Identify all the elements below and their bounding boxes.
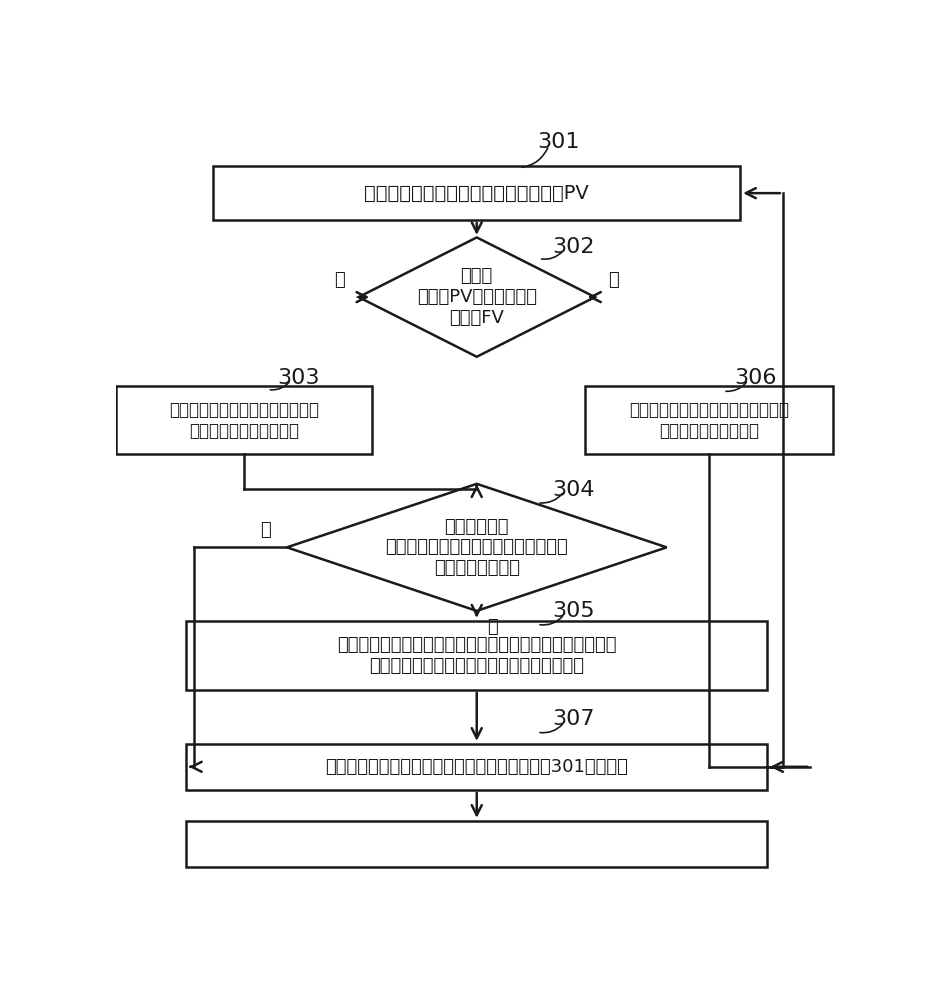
Text: 304: 304 bbox=[552, 480, 595, 500]
Bar bbox=[186, 620, 767, 690]
Text: 否: 否 bbox=[609, 271, 619, 289]
Text: 302: 302 bbox=[552, 237, 595, 257]
Text: 305: 305 bbox=[552, 601, 595, 621]
Text: 是: 是 bbox=[334, 271, 345, 289]
Text: 监测至少一个电平切换单元中的第
一悬浮电容的实际电压值: 监测至少一个电平切换单元中的第 一悬浮电容的实际电压值 bbox=[169, 401, 319, 440]
Text: 第一悬浮电容
的实际电压值是否达到预设稳定电压值
与偏置电压值之和: 第一悬浮电容 的实际电压值是否达到预设稳定电压值 与偏置电压值之和 bbox=[385, 518, 568, 577]
Text: 301: 301 bbox=[537, 132, 579, 152]
Bar bbox=[116, 386, 372, 454]
Text: 否: 否 bbox=[487, 618, 498, 636]
Text: 306: 306 bbox=[735, 368, 777, 388]
Bar bbox=[213, 166, 740, 220]
Polygon shape bbox=[358, 237, 595, 357]
Text: 是: 是 bbox=[260, 521, 271, 539]
Text: 307: 307 bbox=[552, 709, 595, 729]
Polygon shape bbox=[287, 484, 667, 611]
Text: 对第一悬浮电容进行充电，使第一悬浮电容电压达到预设稳
定电压值与偏置电压值之和，作为实际电压值: 对第一悬浮电容进行充电，使第一悬浮电容电压达到预设稳 定电压值与偏置电压值之和，… bbox=[337, 636, 616, 675]
Text: 控制所述第一悬浮电容的实际电压值
保持为预设稳定电压值: 控制所述第一悬浮电容的实际电压值 保持为预设稳定电压值 bbox=[629, 401, 789, 440]
Text: 输入端
电压值PV是否大于预设
电压值FV: 输入端 电压值PV是否大于预设 电压值FV bbox=[417, 267, 537, 327]
Bar bbox=[186, 821, 767, 867]
Text: 结束本次对第一悬浮电容电压的控制，返回步骤301继续执行: 结束本次对第一悬浮电容电压的控制，返回步骤301继续执行 bbox=[325, 758, 628, 776]
Text: 获取初级电容逆变单元的输入端电压值PV: 获取初级电容逆变单元的输入端电压值PV bbox=[364, 184, 589, 203]
Bar bbox=[186, 744, 767, 790]
Text: 303: 303 bbox=[277, 368, 319, 388]
Bar bbox=[586, 386, 833, 454]
